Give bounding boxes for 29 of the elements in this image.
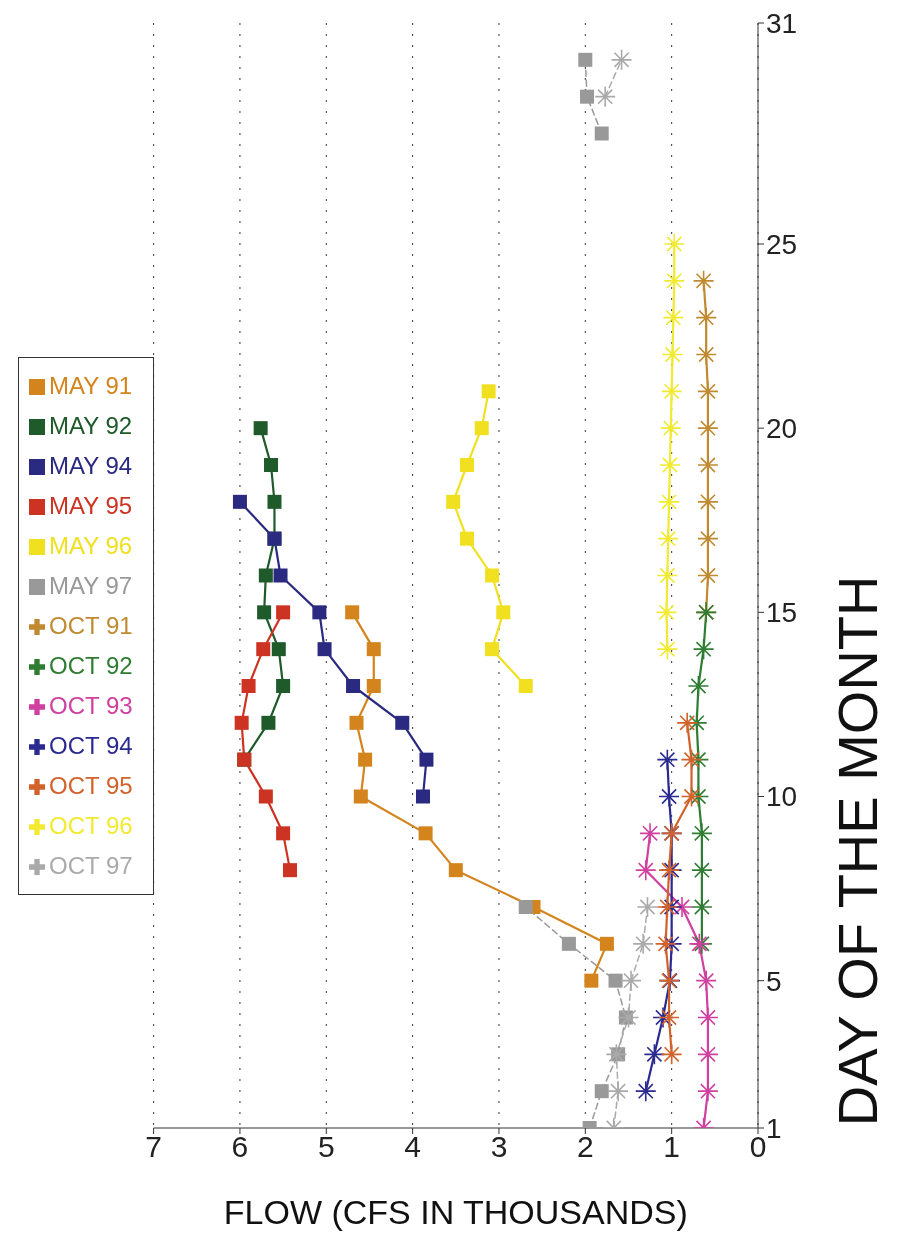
x-tick-label: 6 xyxy=(231,1130,249,1164)
legend-label: MAY 96 xyxy=(49,531,133,559)
x-tick-label: 5 xyxy=(317,1130,335,1164)
x-tick-label: 4 xyxy=(404,1130,421,1164)
legend-label: OCT 96 xyxy=(49,811,133,839)
y-tick-label: 10 xyxy=(766,781,798,813)
legend-label: OCT 93 xyxy=(49,691,133,719)
legend-label: MAY 94 xyxy=(49,451,133,479)
y-tick-label: 5 xyxy=(766,965,782,997)
legend-label: OCT 94 xyxy=(49,731,133,759)
x-tick-label: 1 xyxy=(663,1130,680,1164)
legend-label: OCT 92 xyxy=(49,651,133,679)
y-tick-label: 20 xyxy=(766,413,798,445)
legend-label: OCT 95 xyxy=(49,771,133,799)
y-tick-label: 31 xyxy=(766,7,798,39)
x-tick-label: 0 xyxy=(749,1130,767,1164)
legend-label: OCT 97 xyxy=(49,851,133,879)
legend-label: OCT 91 xyxy=(49,611,133,639)
legend-label: MAY 91 xyxy=(49,371,133,399)
x-tick-label: 7 xyxy=(145,1130,162,1164)
x-axis-title: FLOW (CFS IN THOUSANDS) xyxy=(223,1193,688,1231)
x-tick-label: 2 xyxy=(576,1130,594,1164)
legend-label: MAY 97 xyxy=(49,571,133,599)
legend-label: MAY 92 xyxy=(49,411,133,439)
y-tick-label: 25 xyxy=(766,228,798,260)
x-tick-label: 3 xyxy=(490,1130,508,1164)
legend-label: MAY 95 xyxy=(49,491,133,519)
y-axis-title: DAY OF THE MONTH xyxy=(825,575,889,1127)
y-tick-label: 15 xyxy=(766,597,798,629)
